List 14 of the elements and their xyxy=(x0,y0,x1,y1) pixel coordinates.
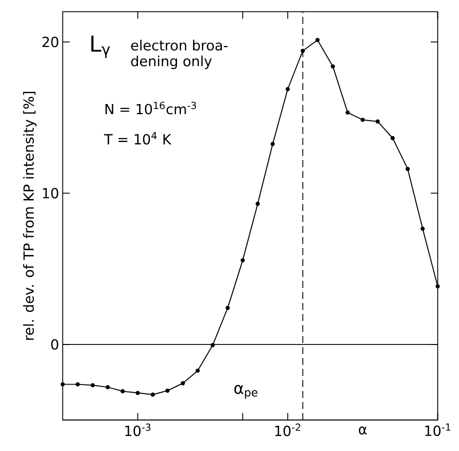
annotation: electron broa- xyxy=(131,40,228,51)
annotation: T = 10$^{4}$ K xyxy=(104,132,172,145)
y-axis-title: rel. dev. of TP from KP intensity [%] xyxy=(23,92,37,340)
x-tick-label: 10$^{-1}$ xyxy=(425,424,450,436)
annotation: N = 10$^{16}$cm$^{-3}$ xyxy=(106,102,196,114)
y-tick-label: 20 xyxy=(42,36,58,48)
annotation: dening only xyxy=(131,56,212,70)
annotation: α$_{pe}$ xyxy=(234,384,258,399)
y-tick-label: 0 xyxy=(51,339,58,350)
x-axis-title: α xyxy=(358,426,367,434)
annotation: L$_{γ}$ xyxy=(91,36,110,58)
y-tick-label: 10 xyxy=(42,188,58,198)
x-tick-label: 10$^{-2}$ xyxy=(275,424,300,436)
x-tick-label: 10$^{-3}$ xyxy=(125,424,150,436)
